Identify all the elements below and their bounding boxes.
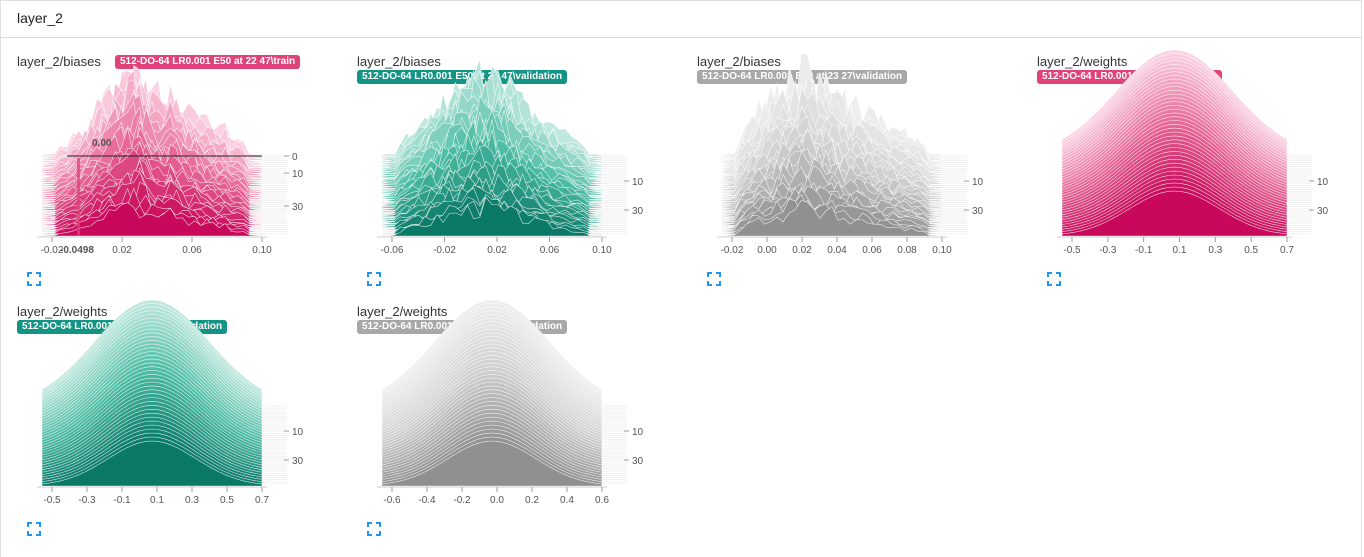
histogram-card: layer_2/weights 512-DO-64 LR0.001 E50 at… xyxy=(1037,49,1364,294)
y-tick-label: 30 xyxy=(1317,206,1329,217)
y-tick-label: 10 xyxy=(1317,177,1329,188)
x-tick-label: 0.10 xyxy=(592,245,612,256)
histogram-chart[interactable]: 10 30 -0.5 -0.3 -0.1 0.1 0.3 0.5 0.7 xyxy=(1037,49,1357,294)
histogram-card: layer_2/weights 512-DO-64 LR0.001 E50 at… xyxy=(357,299,687,544)
fullscreen-icon[interactable] xyxy=(27,522,41,536)
card-title: layer_2/biases xyxy=(357,54,441,69)
histogram-card: layer_2/biases 512-DO-64 LR0.001 E50 at … xyxy=(357,54,687,294)
x-tick-label: 0.6 xyxy=(595,495,609,506)
x-tick-label: 0.1 xyxy=(1173,245,1187,256)
x-tick-label: -0.5 xyxy=(1063,245,1081,256)
hover-value: 0.00 xyxy=(92,138,112,149)
x-tick-label: 0.3 xyxy=(185,495,199,506)
histogram-chart[interactable]: 10 30 -0.06 -0.02 0.02 0.06 0.10 xyxy=(357,54,687,294)
y-tick-label: 10 xyxy=(632,177,644,188)
y-tick-label: 30 xyxy=(632,456,644,467)
x-tick-label: 0.02 xyxy=(792,245,812,256)
run-badge: 512-DO-64 LR0.001 E50 at 22 47\train xyxy=(115,55,301,69)
x-tick-label: 0.5 xyxy=(220,495,234,506)
x-tick-label: 0.10 xyxy=(932,245,952,256)
histogram-chart[interactable]: 10 30 -0.02 0.00 0.02 0.04 0.06 0.08 0.10 xyxy=(697,52,1027,294)
y-tick-label: 30 xyxy=(292,202,304,213)
fullscreen-icon[interactable] xyxy=(367,272,381,286)
x-tick-label: 0.2 xyxy=(525,495,539,506)
card-title: layer_2/weights xyxy=(17,304,108,319)
x-tick-label: -0.3 xyxy=(78,495,96,506)
card-title: layer_2/weights xyxy=(357,304,448,319)
y-tick-label: 10 xyxy=(972,177,984,188)
x-tick-label: -0.3 xyxy=(1099,245,1117,256)
x-tick-label: -0.02 xyxy=(433,245,456,256)
x-tick-label: 0.04 xyxy=(827,245,847,256)
section-header[interactable]: layer_2 xyxy=(0,0,1362,38)
x-tick-label: 0.06 xyxy=(182,245,202,256)
x-tick-label: 0.0 xyxy=(490,495,504,506)
x-tick-label: -0.02 xyxy=(721,245,744,256)
y-tick-label: 0 xyxy=(292,152,298,163)
run-badge: 512-DO-64 LR0.001 E50 at 22 47\validatio… xyxy=(357,70,568,84)
x-tick-label: -0.02 xyxy=(41,245,64,256)
y-tick-label: 10 xyxy=(292,169,304,180)
card-title: layer_2/weights xyxy=(1037,54,1128,69)
histogram-grid: layer_2/biases 512-DO-64 LR0.001 E50 at … xyxy=(0,38,1362,557)
x-tick-label: 0.3 xyxy=(1208,245,1222,256)
fullscreen-icon[interactable] xyxy=(1047,272,1061,286)
y-tick-label: 10 xyxy=(632,427,644,438)
y-tick-label: 30 xyxy=(972,206,984,217)
x-tick-label: -0.06 xyxy=(381,245,404,256)
x-tick-label: 0.7 xyxy=(255,495,269,506)
x-tick-label: 0.02 xyxy=(487,245,507,256)
histogram-slice xyxy=(381,440,603,487)
section-title: layer_2 xyxy=(17,10,63,26)
x-tick-label: -0.4 xyxy=(418,495,436,506)
card-title: layer_2/biases xyxy=(17,54,101,69)
fullscreen-icon[interactable] xyxy=(367,522,381,536)
x-tick-label: -0.1 xyxy=(113,495,131,506)
x-tick-label: 0.1 xyxy=(150,495,164,506)
hover-marker xyxy=(77,158,80,236)
histogram-card: layer_2/weights 512-DO-64 LR0.001 E50 at… xyxy=(17,299,347,544)
x-tick-label: 0.06 xyxy=(540,245,560,256)
card-title: layer_2/biases xyxy=(697,54,781,69)
x-tick-label: 0.4 xyxy=(560,495,574,506)
histogram-slice xyxy=(41,440,263,487)
histogram-card: layer_2/biases 512-DO-64 LR0.001 E50 at … xyxy=(697,52,1027,294)
histogram-card: layer_2/biases 512-DO-64 LR0.001 E50 at … xyxy=(17,54,347,294)
x-tick-label: -0.1 xyxy=(1135,245,1153,256)
x-tick-label: 0.02 xyxy=(112,245,132,256)
x-tick-label: 0.00 xyxy=(757,245,777,256)
x-tick-label: 0.7 xyxy=(1280,245,1294,256)
hover-x-label: -0.0498 xyxy=(60,245,94,256)
histogram-slice xyxy=(721,199,943,237)
y-tick-label: 10 xyxy=(292,427,304,438)
histogram-slice xyxy=(381,196,603,237)
histogram-chart[interactable]: 0 10 30 -0.02 0.02 0.06 0.10 0.00 -0.0498 xyxy=(17,54,347,294)
y-tick-label: 30 xyxy=(292,456,304,467)
x-tick-label: 0.10 xyxy=(252,245,272,256)
x-tick-label: -0.2 xyxy=(453,495,471,506)
x-tick-label: -0.6 xyxy=(383,495,401,506)
x-tick-label: -0.5 xyxy=(43,495,61,506)
y-tick-label: 30 xyxy=(632,206,644,217)
x-tick-label: 0.5 xyxy=(1244,245,1258,256)
x-tick-label: 0.08 xyxy=(897,245,917,256)
histogram-slice xyxy=(41,202,263,237)
fullscreen-icon[interactable] xyxy=(27,272,41,286)
fullscreen-icon[interactable] xyxy=(707,272,721,286)
histogram-chart[interactable]: 10 30 -0.6 -0.4 -0.2 0.0 0.2 0.4 0.6 xyxy=(357,299,687,544)
x-tick-label: 0.06 xyxy=(862,245,882,256)
histogram-slice xyxy=(1061,190,1288,237)
histogram-chart[interactable]: 10 30 -0.5 -0.3 -0.1 0.1 0.3 0.5 0.7 xyxy=(17,299,347,544)
